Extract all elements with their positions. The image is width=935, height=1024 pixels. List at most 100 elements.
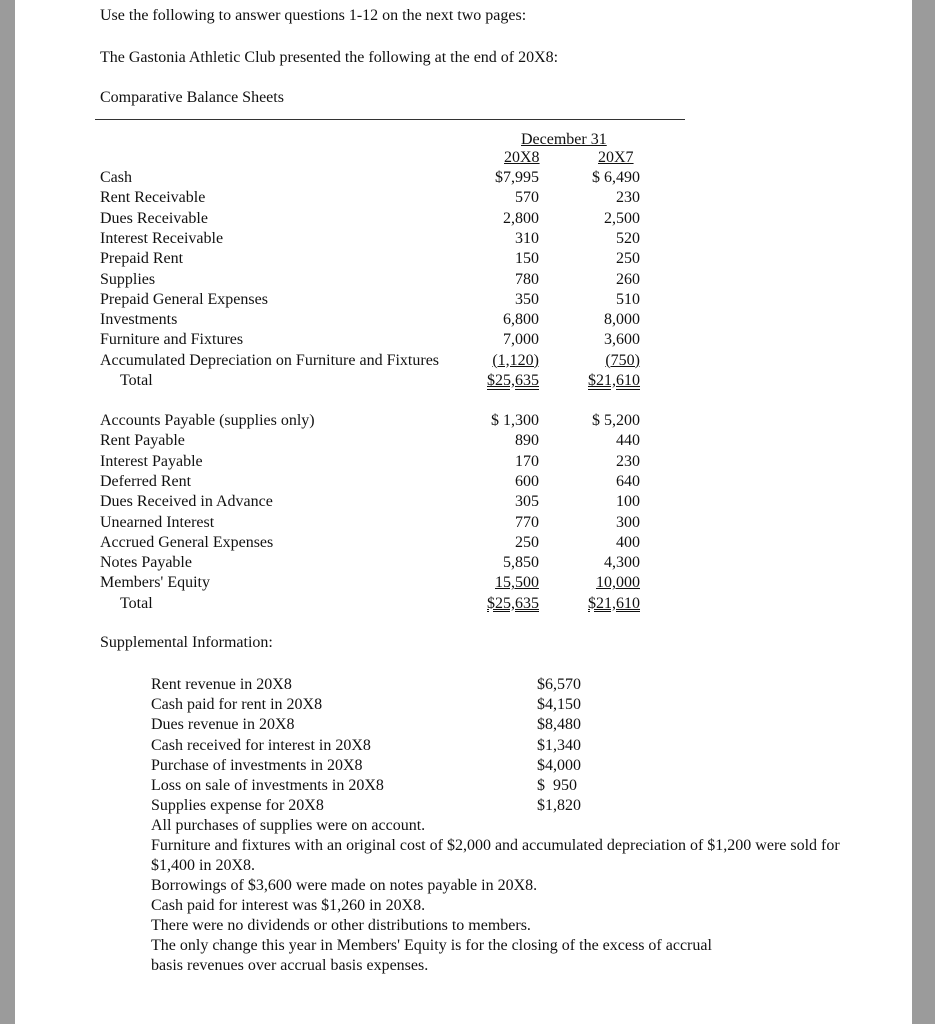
table-row: Total $25,635 $21,610 [15,371,912,391]
row-label: Prepaid General Expenses [100,290,268,308]
value-20x7: 250 [616,250,640,268]
value-20x8: 310 [515,229,539,247]
column-header-20x8: 20X8 [504,149,540,166]
value-20x8: 150 [515,250,539,268]
value-20x7: (750) [605,351,640,369]
value-20x8: 5,850 [503,554,539,572]
row-label: Accumulated Depreciation on Furniture an… [100,351,440,369]
note-text: The only change this year in Members' Eq… [151,937,712,974]
row-label: Deferred Rent [100,472,192,490]
row-label: Unearned Interest [100,513,215,531]
value-20x7: 440 [616,432,640,450]
value-20x7: 10,000 [596,574,640,592]
row-label: Dues Receivable [100,209,208,227]
value-20x8: 570 [515,189,539,207]
table-row: Investments 6,800 8,000 [15,310,912,330]
value-20x7: 230 [616,452,640,470]
value-20x7: 520 [616,229,640,247]
section-title: Comparative Balance Sheets [100,89,284,106]
value-20x8: $25,635 [487,594,539,612]
value-20x8: (1,120) [492,351,539,369]
value-20x8: 6,800 [503,311,539,329]
value-20x8: 350 [515,290,539,308]
item-label: Loss on sale of investments in 20X8 [151,777,384,794]
row-label: Total [120,372,153,389]
value-20x7: 230 [616,189,640,207]
table-row: Cash $7,995 $ 6,490 [15,168,912,188]
value-20x8: 170 [515,452,539,470]
note-text: Borrowings of $3,600 were made on notes … [151,877,538,894]
divider [95,119,685,120]
document-page: Use the following to answer questions 1-… [15,0,912,1024]
supplemental-title: Supplemental Information: [100,634,273,651]
subtitle-text: The Gastonia Athletic Club presented the… [100,49,559,66]
row-label: Accrued General Expenses [100,533,274,551]
item-value: $1,340 [537,736,581,754]
row-label: Accounts Payable (supplies only) [100,412,315,429]
value-20x8: $7,995 [495,169,539,186]
value-20x7: $ 5,200 [592,412,640,429]
note-text: Cash paid for interest was $1,260 in 20X… [151,897,426,914]
row-label: Furniture and Fixtures [100,331,244,349]
column-header-20x7: 20X7 [598,149,634,166]
table-row: Accrued General Expenses 250 400 [15,533,912,553]
table-row: Unearned Interest 770 300 [15,513,912,533]
item-label: Rent revenue in 20X8 [151,676,292,693]
table-row: Accumulated Depreciation on Furniture an… [15,351,912,371]
table-row: Notes Payable 5,850 4,300 [15,553,912,573]
row-label: Cash [100,169,132,186]
row-label: Investments [100,311,178,329]
intro-text: Use the following to answer questions 1-… [100,7,527,24]
item-label: Cash received for interest in 20X8 [151,736,371,754]
note-text: All purchases of supplies were on accoun… [151,817,426,834]
value-20x7: 2,500 [604,209,640,227]
value-20x7: 4,300 [604,554,640,572]
table-row: Prepaid Rent 150 250 [15,249,912,269]
item-label: Purchase of investments in 20X8 [151,756,363,774]
item-value: $8,480 [537,716,581,734]
table-row: Interest Payable 170 230 [15,452,912,472]
value-20x7: 510 [616,290,640,308]
supplemental-item: Dues revenue in 20X8 $8,480 [15,715,912,735]
value-20x7: 260 [616,270,640,288]
item-label: Supplies expense for 20X8 [151,797,324,815]
table-row: Accounts Payable (supplies only) $ 1,300 $… [15,411,912,431]
item-value: $4,000 [537,756,581,774]
row-label: Total [120,594,153,612]
item-value: $4,150 [537,696,581,714]
table-row: Furniture and Fixtures 7,000 3,600 [15,330,912,350]
value-20x7: 8,000 [604,311,640,329]
item-label: Cash paid for rent in 20X8 [151,696,323,714]
value-20x8: 250 [515,533,539,551]
value-20x8: 7,000 [503,331,539,349]
table-row: Total $25,635 $21,610 [15,594,912,614]
value-20x8: 890 [515,432,539,450]
table-row: Prepaid General Expenses 350 510 [15,290,912,310]
row-label: Rent Payable [100,432,185,450]
value-20x7: 3,600 [604,331,640,349]
supplemental-item: Loss on sale of investments in 20X8 $ 950 [15,776,912,796]
row-label: Members' Equity [100,574,210,592]
table-row: Deferred Rent 600 640 [15,472,912,492]
value-20x7: $21,610 [588,594,640,612]
value-20x8: 2,800 [503,209,539,227]
row-label: Notes Payable [100,554,192,572]
supplemental-item: Rent revenue in 20X8 $6,570 [15,675,912,695]
item-value: $ 950 [537,777,577,794]
supplemental-item: Supplies expense for 20X8 $1,820 [15,796,912,816]
table-row: Dues Received in Advance 305 100 [15,492,912,512]
note-text: There were no dividends or other distrib… [151,917,531,934]
row-label: Dues Received in Advance [100,493,273,511]
supplemental-item: Cash paid for rent in 20X8 $4,150 [15,695,912,715]
note-text: Furniture and fixtures with an original … [151,837,840,874]
value-20x8: 780 [515,270,539,288]
row-label: Prepaid Rent [100,250,184,268]
row-label: Interest Receivable [100,229,224,247]
table-row: Rent Payable 890 440 [15,431,912,451]
value-20x7: 400 [616,533,640,551]
value-20x8: 305 [515,493,539,511]
supplemental-item: Purchase of investments in 20X8 $4,000 [15,756,912,776]
item-value: $1,820 [537,797,581,815]
value-20x7: 100 [616,493,640,511]
value-20x8: $ 1,300 [491,412,539,429]
